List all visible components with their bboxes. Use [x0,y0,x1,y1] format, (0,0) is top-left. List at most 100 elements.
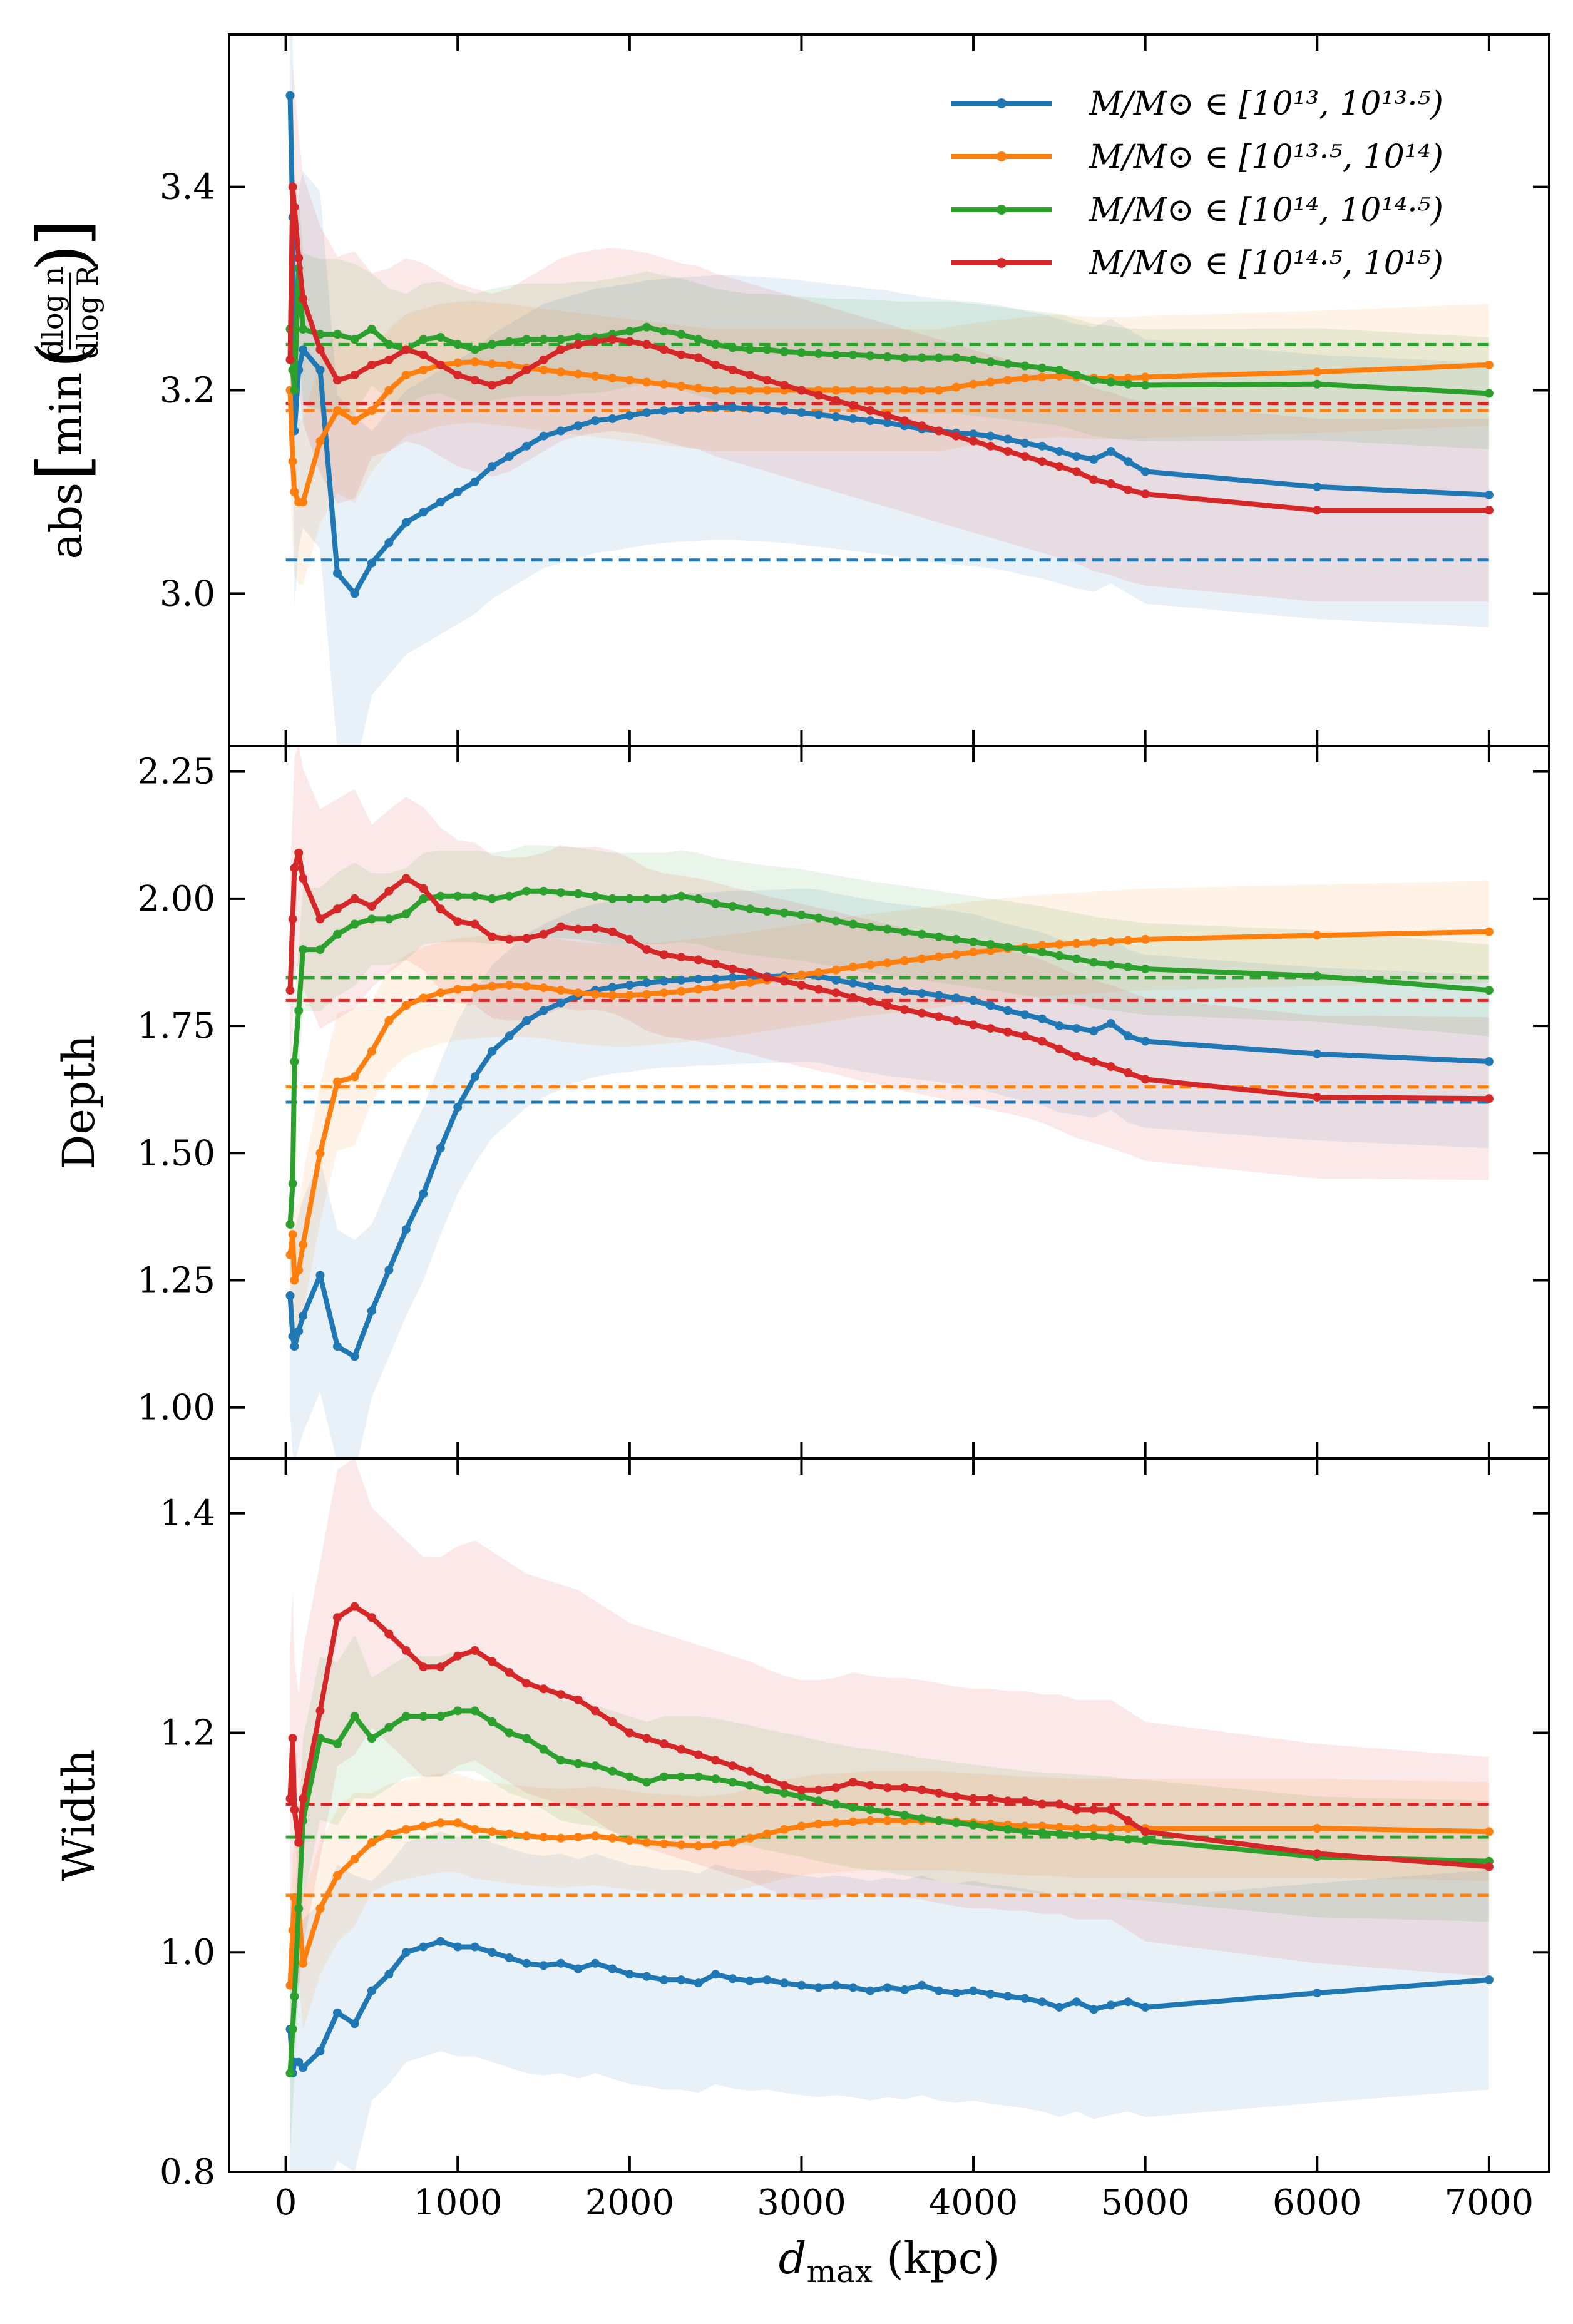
xtick-label-7: 7000 [1445,2183,1534,2223]
point-width-3-31 [762,1774,772,1784]
point-depth-3-43 [969,1020,978,1030]
point-depth-3-3 [294,848,304,857]
point-slope-2-36 [848,350,858,359]
point-depth-2-29 [728,902,737,911]
point-slope-0-49 [1072,452,1081,461]
point-depth-3-37 [866,997,875,1006]
point-slope-1-14 [470,357,479,366]
point-slope-1-43 [969,379,978,389]
point-slope-0-21 [590,416,600,426]
point-depth-1-10 [401,1001,411,1010]
point-depth-0-48 [1055,1021,1064,1031]
point-depth-2-38 [883,924,892,934]
point-slope-1-55 [1484,360,1494,369]
point-depth-1-3 [294,1266,304,1275]
point-slope-3-10 [401,345,411,354]
point-depth-3-34 [814,985,823,994]
point-depth-2-11 [419,894,428,903]
point-depth-3-7 [350,894,359,903]
point-width-3-46 [1020,1796,1030,1806]
point-depth-0-9 [384,1266,394,1275]
point-slope-0-43 [969,429,978,439]
point-depth-3-15 [488,932,497,941]
point-width-0-47 [1037,1997,1047,2007]
point-depth-3-52 [1124,1068,1133,1077]
point-slope-3-28 [711,360,720,369]
point-width-0-22 [608,1964,617,1973]
point-depth-2-6 [333,929,342,939]
point-slope-0-32 [780,406,789,415]
point-slope-0-46 [1020,439,1030,448]
xtick-label-5: 5000 [1100,2183,1190,2223]
point-width-1-12 [436,1818,445,1828]
point-slope-3-38 [883,411,892,421]
point-width-1-25 [659,1839,669,1848]
point-depth-2-40 [917,929,926,939]
point-width-1-31 [762,1829,772,1838]
point-slope-0-17 [522,441,531,451]
point-depth-3-8 [367,902,376,911]
point-width-0-52 [1124,1997,1133,2007]
point-slope-2-49 [1072,371,1081,380]
frame-width [228,1457,1550,2173]
point-depth-0-7 [350,1352,359,1361]
point-depth-3-17 [522,934,531,943]
point-slope-0-37 [866,416,875,426]
point-depth-0-4 [299,1311,308,1321]
point-width-2-19 [556,1756,565,1765]
point-slope-3-2 [290,203,299,212]
point-depth-2-4 [299,945,308,955]
legend-label-1: M/M⊙ ∈ [10¹³·⁵, 10¹⁴) [1089,138,1443,176]
point-depth-0-45 [1003,1006,1012,1015]
point-slope-1-45 [1003,376,1012,385]
point-width-1-29 [728,1838,737,1847]
point-depth-3-26 [677,953,686,962]
point-depth-1-12 [436,988,445,998]
point-width-0-33 [797,1980,806,1990]
point-slope-2-40 [917,353,926,362]
legend-label-3: M/M⊙ ∈ [10¹⁴·⁵, 10¹⁵) [1089,245,1443,282]
point-slope-2-42 [951,353,961,362]
point-width-1-21 [590,1831,600,1841]
point-slope-2-24 [642,322,652,332]
point-width-1-24 [642,1838,652,1847]
point-depth-3-5 [315,914,325,924]
point-width-2-18 [539,1744,548,1754]
point-width-3-0 [285,1794,295,1803]
point-width-2-45 [1003,1825,1012,1834]
point-depth-2-42 [951,934,961,944]
point-width-3-4 [299,1794,308,1803]
point-slope-3-17 [522,366,531,374]
ytick-label-width-3: 1.4 [160,1493,215,1534]
point-depth-1-44 [986,946,995,955]
point-slope-0-18 [539,431,548,441]
point-slope-3-24 [642,340,652,349]
point-width-0-7 [350,2019,359,2029]
point-slope-0-0 [285,91,295,100]
point-slope-3-13 [453,371,463,380]
point-depth-3-36 [848,993,858,1002]
point-width-3-10 [401,1646,411,1655]
point-width-3-40 [917,1785,926,1794]
point-width-0-43 [969,1986,978,1995]
point-width-2-40 [917,1814,926,1823]
point-width-3-20 [573,1695,583,1704]
point-depth-0-40 [917,989,926,998]
point-slope-3-16 [505,376,514,385]
point-slope-1-29 [728,386,737,395]
point-width-3-30 [746,1766,755,1776]
ylabel-abs: abs [41,483,92,559]
point-slope-1-1 [288,457,297,466]
point-width-0-11 [419,1942,428,1952]
point-depth-1-48 [1055,940,1064,949]
xtick-label-1: 1000 [413,2183,503,2223]
point-slope-2-43 [969,355,978,364]
point-depth-1-29 [728,981,737,990]
point-width-0-55 [1484,1975,1494,1985]
ytick-label-slope-1: 3.2 [160,371,215,411]
point-depth-3-30 [746,968,755,977]
point-width-1-54 [1313,1824,1322,1833]
point-slope-3-35 [831,396,841,405]
point-depth-2-13 [453,891,463,901]
band-width-0 [290,1831,1489,2172]
